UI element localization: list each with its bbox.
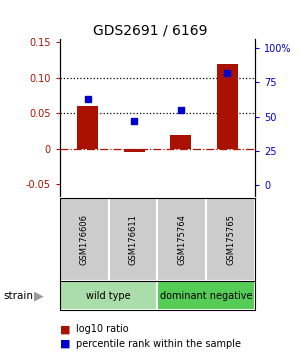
Bar [77,106,98,149]
Text: ▶: ▶ [34,289,44,302]
Text: log10 ratio: log10 ratio [76,324,129,334]
Bar [170,135,191,149]
Text: strain: strain [3,291,33,301]
Text: ■: ■ [60,324,70,334]
Text: GDS2691 / 6169: GDS2691 / 6169 [93,23,207,37]
Bar [217,64,238,149]
Text: wild type: wild type [86,291,131,301]
Text: GSM176611: GSM176611 [129,215,138,265]
Text: GSM175764: GSM175764 [177,215,186,265]
Text: GSM176606: GSM176606 [80,214,89,266]
Text: percentile rank within the sample: percentile rank within the sample [76,339,242,349]
Text: dominant negative: dominant negative [160,291,253,301]
Bar [124,149,145,152]
Text: ■: ■ [60,339,70,349]
Text: GSM175765: GSM175765 [226,215,235,265]
